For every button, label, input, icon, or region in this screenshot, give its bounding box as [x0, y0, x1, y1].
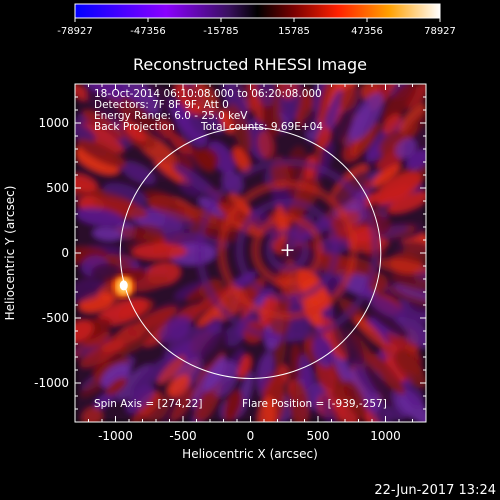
y-tick-label: 500	[46, 181, 69, 195]
colorbar-tick-label: -15785	[203, 26, 238, 37]
colorbar-tick-label: 15785	[278, 26, 310, 37]
annotation-method: Back Projection	[94, 121, 175, 133]
annotation-detectors: Detectors: 7F 8F 9F, Att 0	[94, 99, 229, 111]
x-tick-label: -1000	[98, 429, 133, 443]
x-tick-label: -500	[169, 429, 196, 443]
y-axis-label: Heliocentric Y (arcsec)	[3, 186, 17, 321]
heatmap-image	[75, 84, 426, 422]
colorbar	[74, 3, 441, 19]
y-tick-label: -500	[42, 311, 69, 325]
y-tick-label: -1000	[34, 376, 69, 390]
chart-title: Reconstructed RHESSI Image	[133, 55, 367, 74]
footer-timestamp: 22-Jun-2017 13:24	[374, 483, 496, 498]
colorbar-ticks: -78927 -47356 -15785 15785 47356 78927	[57, 18, 456, 37]
colorbar-tick-label: -47356	[130, 26, 165, 37]
annotation-spin-axis: Spin Axis = [274,22]	[94, 398, 202, 410]
annotation-counts: Total counts: 9.69E+04	[200, 121, 323, 133]
x-tick-label: 500	[307, 429, 330, 443]
x-axis-label: Heliocentric X (arcsec)	[182, 447, 318, 461]
axes: -1000 -500 0 500 1000 -1000 -500 0 500 1000	[34, 84, 426, 443]
y-tick-label: 1000	[38, 116, 69, 130]
y-tick-label: 0	[61, 246, 69, 260]
colorbar-tick-label: 47356	[351, 26, 383, 37]
annotation-time: 18-Oct-2014 06:10:08.000 to 06:20:08.000	[94, 88, 322, 100]
x-tick-label: 0	[247, 429, 255, 443]
annotation-flare-position: Flare Position = [-939,-257]	[242, 398, 387, 410]
colorbar-tick-label: 78927	[424, 26, 456, 37]
colorbar-tick-label: -78927	[57, 26, 92, 37]
x-tick-label: 1000	[370, 429, 401, 443]
solar-limb-circle	[119, 127, 382, 379]
annotation-energy: Energy Range: 6.0 - 25.0 keV	[94, 110, 248, 122]
